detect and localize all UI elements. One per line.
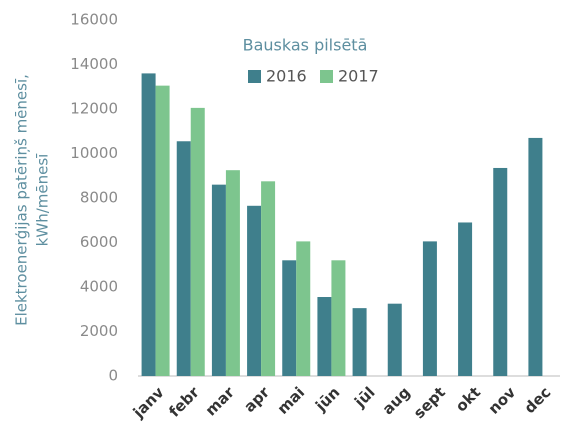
y-tick-label: 6000 [80,233,118,251]
bar [247,205,262,376]
x-tick-label: mar [202,383,239,420]
legend-swatch [248,70,261,83]
x-tick-label: apr [240,383,273,416]
y-tick-label: 10000 [70,144,118,162]
bar [225,170,240,376]
legend-swatch [320,70,333,83]
y-tick-label: 16000 [70,11,118,29]
x-tick-label: aug [379,383,414,418]
bar [211,184,226,376]
bar [317,297,332,376]
x-tick-label: febr [165,383,203,421]
bar [141,73,156,377]
x-tick-label: mai [274,383,309,418]
x-tick-label: jūn [311,383,343,415]
x-tick-label: janv [129,383,168,422]
bar [176,141,191,376]
y-tick-label: 12000 [70,100,118,118]
bar [352,308,367,376]
bar [261,181,276,376]
y-tick-label: 14000 [70,55,118,73]
y-axis-label-line: kWh/mēnesī [34,153,52,246]
legend-title: Bauskas pilsētā [243,36,368,55]
x-tick-label: dec [521,383,555,417]
bar [331,260,346,376]
y-tick-label: 2000 [80,322,118,340]
bar [528,137,543,376]
bar [458,222,473,376]
bar [422,241,437,376]
bar [190,107,205,376]
legend-label: 2017 [338,67,379,86]
bar [282,260,297,376]
bar [387,303,402,376]
y-tick-label: 0 [108,367,118,385]
x-tick-label: sept [410,383,449,422]
bar [155,85,170,376]
x-tick-label: jūl [350,383,378,411]
bar [493,167,508,376]
legend-label: 2016 [266,67,307,86]
y-axis-label-line: Elektroenerģijas patēriņš mēnesī, [13,74,31,326]
y-tick-label: 8000 [80,189,118,207]
y-axis-label: Elektroenerģijas patēriņš mēnesī, kWh/mē… [13,74,52,326]
y-tick-label: 4000 [80,278,118,296]
x-tick-label: nov [485,383,520,418]
x-tick-label: okt [452,383,484,415]
bar [296,241,311,376]
